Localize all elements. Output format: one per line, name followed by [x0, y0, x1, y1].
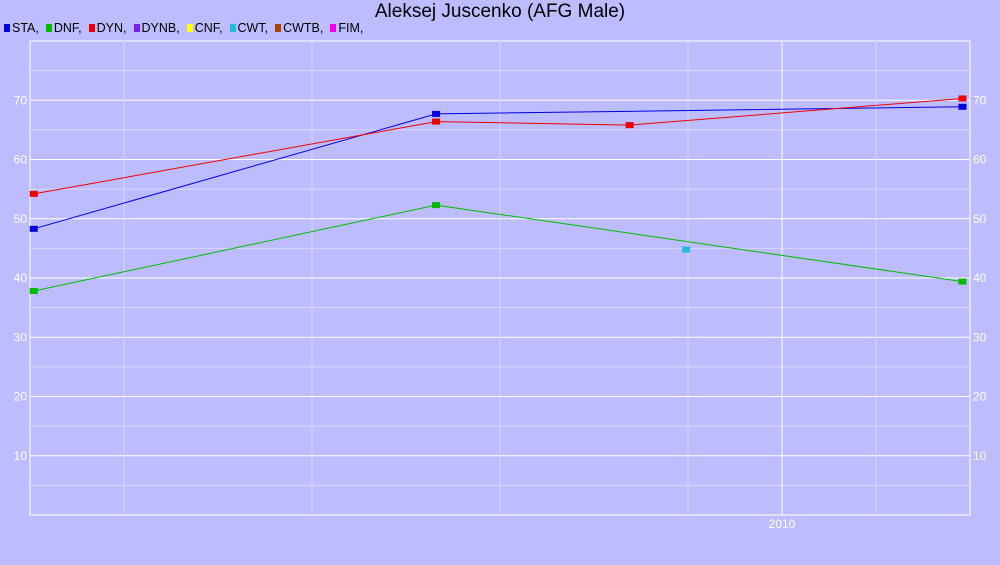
legend-label: DNF, — [53, 21, 82, 35]
y-tick-label-right: 10 — [973, 449, 987, 463]
legend-label: FIM, — [338, 21, 364, 35]
y-tick-label-right: 40 — [973, 271, 987, 285]
legend-swatch — [186, 24, 193, 32]
data-point-sta — [958, 103, 967, 110]
x-tick-label: 2010 — [769, 517, 796, 531]
data-point-dyn — [432, 118, 441, 125]
y-tick-label-right: 20 — [973, 390, 987, 404]
y-tick-label-left: 40 — [14, 271, 28, 285]
data-point-sta — [432, 110, 441, 117]
legend-label: STA, — [12, 21, 39, 35]
series-line-sta — [33, 106, 963, 230]
legend-item-2: DYN, — [88, 21, 127, 35]
legend-item-7: FIM, — [330, 21, 363, 35]
legend-swatch — [275, 24, 282, 32]
legend-label: CWTB, — [283, 21, 324, 35]
data-point-dyn — [958, 95, 967, 102]
y-tick-label-right: 60 — [973, 153, 987, 167]
y-tick-label-right: 30 — [973, 330, 987, 344]
legend-label: DYN, — [96, 21, 127, 35]
legend-item-5: CWT, — [229, 21, 269, 35]
legend-item-0: STA, — [4, 21, 39, 35]
data-point-dyn — [29, 190, 38, 197]
data-point-cwt — [682, 246, 691, 253]
series-line-dyn — [33, 98, 963, 195]
y-tick-label-right: 50 — [973, 212, 987, 226]
y-tick-label-left: 70 — [14, 93, 28, 107]
legend-swatch — [229, 24, 236, 32]
legend-label: DYNB, — [141, 21, 180, 35]
legend-swatch — [88, 24, 95, 32]
data-point-dnf — [432, 202, 441, 209]
y-tick-label-left: 10 — [14, 449, 28, 463]
data-point-dnf — [29, 288, 38, 295]
y-tick-label-left: 30 — [14, 330, 28, 344]
legend-swatch — [330, 24, 337, 32]
legend-item-3: DYNB, — [133, 21, 180, 35]
legend-item-6: CWTB, — [275, 21, 323, 35]
legend-swatch — [4, 24, 10, 32]
legend-swatch — [45, 24, 52, 32]
data-point-sta — [29, 225, 38, 232]
data-point-dnf — [958, 278, 967, 285]
y-tick-label-left: 50 — [14, 212, 28, 226]
legend-label: CWT, — [237, 21, 269, 35]
chart-title: Aleksej Juscenko (AFG Male) — [374, 1, 626, 22]
y-tick-label-left: 60 — [14, 153, 28, 167]
y-tick-label-right: 70 — [973, 93, 987, 107]
legend-swatch — [133, 24, 140, 32]
legend-label: CNF, — [194, 21, 223, 35]
legend-item-4: CNF, — [186, 21, 223, 35]
y-tick-label-left: 20 — [14, 390, 28, 404]
legend-item-1: DNF, — [45, 21, 82, 35]
chart-legend: STA, DNF, DYN, DYNB, CNF, CWT, CWTB, FIM, — [4, 20, 370, 36]
data-point-dyn — [625, 122, 634, 129]
